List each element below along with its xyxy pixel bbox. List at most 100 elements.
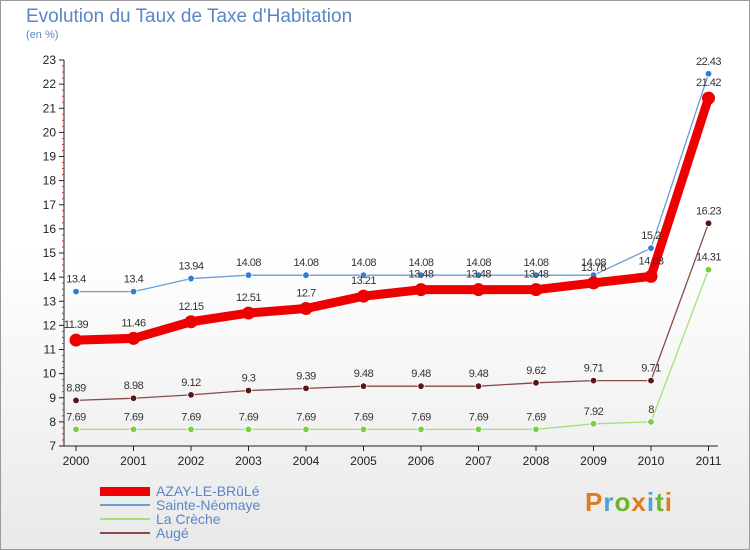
legend-swatch: [100, 504, 150, 506]
y-tick-label: 9: [49, 391, 56, 405]
data-label: 14.08: [236, 257, 261, 269]
y-tick-label: 15: [43, 246, 57, 260]
data-point: [302, 271, 310, 279]
x-tick-label: 2001: [120, 454, 147, 468]
data-point: [244, 386, 253, 395]
data-label: 7.69: [469, 411, 489, 423]
data-label: 12.7: [296, 287, 316, 299]
data-label: 7.69: [181, 411, 201, 423]
data-point: [532, 379, 540, 387]
data-label: 9.12: [181, 377, 201, 389]
y-tick-label: 19: [43, 150, 57, 164]
data-label: 13.4: [66, 274, 86, 286]
x-tick-label: 2008: [523, 454, 550, 468]
data-point: [589, 420, 598, 428]
y-tick-label: 8: [49, 415, 56, 429]
axes: 7 8 9 10 11 12 13 14 15 16 17 18 19 20 21 22 23 2000 2001 2…: [43, 53, 722, 468]
data-label: 7.69: [124, 411, 144, 423]
data-point: [417, 425, 425, 434]
y-tick-label: 23: [43, 53, 57, 67]
y-tick-label: 17: [43, 198, 57, 212]
legend-label: Sainte-Néomaye: [156, 497, 261, 513]
data-label: 14.08: [293, 257, 318, 269]
x-tick-label: 2007: [465, 454, 492, 468]
data-point: [187, 391, 195, 399]
data-label: 7.69: [354, 411, 374, 423]
data-point: [359, 271, 368, 279]
data-point: [474, 271, 483, 279]
data-label: 13.48: [466, 269, 491, 281]
data-label: 22.43: [696, 56, 721, 68]
x-tick-label: 2011: [696, 454, 722, 468]
data-point: [72, 425, 80, 434]
legend-item: Sainte-Néomaye: [100, 498, 260, 512]
data-label: 14.08: [408, 257, 433, 269]
data-label: 11.46: [121, 317, 146, 329]
series-line: [75, 222, 710, 402]
series-lines: [71, 73, 713, 431]
data-label: 16.23: [696, 205, 721, 217]
data-label: 7.69: [526, 411, 546, 423]
logo-letter: i: [646, 487, 656, 517]
logo-letter: x: [631, 487, 647, 517]
data-point: [72, 287, 80, 296]
data-point: [417, 271, 425, 279]
chart-subtitle: (en %): [26, 29, 59, 41]
legend: AZAY-LE-BRûLé Sainte-Néomaye La Crèche Augé: [100, 484, 260, 540]
data-label: 14.08: [466, 257, 491, 269]
series-line: [71, 93, 713, 345]
logo-letter: P: [585, 487, 604, 517]
x-tick-label: 2010: [638, 454, 665, 468]
data-point: [647, 418, 655, 426]
data-point: [69, 333, 83, 347]
data-label: 13.21: [351, 275, 376, 287]
legend-swatch: [100, 518, 150, 520]
data-label: 9.62: [526, 365, 546, 377]
data-point: [417, 382, 425, 390]
data-label: 13.48: [408, 269, 433, 281]
data-point: [702, 91, 715, 105]
data-point: [647, 376, 655, 385]
legend-label: AZAY-LE-BRûLé: [156, 483, 260, 499]
data-label: 7.92: [584, 406, 604, 418]
logo-letter: i: [664, 487, 673, 517]
data-point: [704, 219, 713, 228]
series-markers: [69, 70, 715, 434]
data-point: [529, 283, 543, 297]
x-tick-label: 2005: [350, 454, 377, 468]
x-tick-label: 2002: [178, 454, 205, 468]
data-point: [532, 425, 540, 434]
data-label: 11.39: [64, 319, 89, 331]
data-point: [357, 289, 370, 303]
data-label: 9.71: [584, 363, 604, 375]
data-point: [129, 394, 138, 402]
data-label: 13.4: [124, 274, 144, 286]
y-tick-label: 20: [43, 125, 57, 139]
data-label: 9.39: [296, 370, 316, 382]
data-label: 8.98: [124, 380, 144, 392]
data-point: [704, 265, 713, 274]
data-label: 13.76: [581, 262, 606, 274]
x-tick-label: 2006: [408, 454, 435, 468]
data-labels: 8.89 8.98 9.12 9.3 9.39 9.48 9.48 9.48 9.62 9.71 9…: [64, 56, 722, 424]
data-label: 14.08: [523, 257, 548, 269]
data-label: 13.94: [178, 261, 203, 273]
series-line: [75, 268, 710, 431]
data-point: [302, 384, 310, 393]
data-point: [474, 425, 483, 434]
data-label: 14.31: [696, 252, 721, 264]
data-point: [472, 283, 485, 297]
data-point: [704, 70, 713, 78]
data-label: 7.69: [66, 411, 86, 423]
y-tick-label: 10: [43, 367, 57, 381]
y-tick-label: 7: [49, 439, 56, 453]
legend-swatch: [100, 486, 150, 496]
y-tick-label: 13: [43, 294, 57, 308]
data-point: [127, 331, 140, 345]
data-point: [72, 396, 80, 405]
data-label: 9.48: [411, 368, 431, 380]
data-label: 7.69: [411, 411, 431, 423]
legend-label: Augé: [156, 525, 189, 541]
data-point: [587, 276, 600, 290]
y-tick-label: 11: [44, 343, 57, 357]
